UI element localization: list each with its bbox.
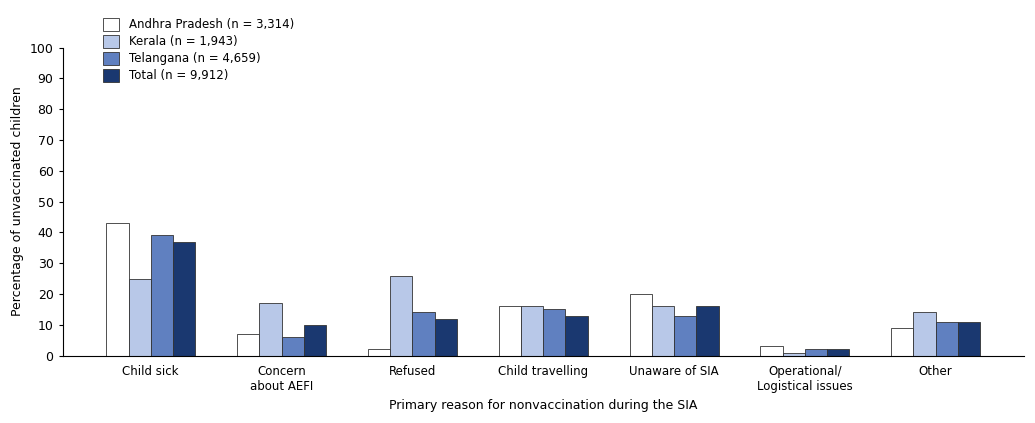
Bar — [304, 325, 326, 356]
Bar — [936, 322, 958, 356]
Bar — [827, 349, 850, 356]
Bar — [435, 319, 456, 356]
Bar — [390, 275, 412, 356]
Bar — [367, 349, 390, 356]
Bar — [782, 352, 805, 356]
Bar — [173, 242, 196, 356]
Bar — [761, 346, 782, 356]
Bar — [521, 306, 543, 356]
Bar — [412, 313, 435, 356]
Bar — [499, 306, 521, 356]
Bar — [958, 322, 980, 356]
Bar — [565, 316, 588, 356]
Bar — [260, 303, 282, 356]
Bar — [652, 306, 674, 356]
Bar — [237, 334, 260, 356]
Bar — [914, 313, 936, 356]
Y-axis label: Percentage of unvaccinated children: Percentage of unvaccinated children — [11, 87, 24, 316]
Bar — [891, 328, 914, 356]
X-axis label: Primary reason for nonvaccination during the SIA: Primary reason for nonvaccination during… — [389, 399, 698, 412]
Legend: Andhra Pradesh (n = 3,314), Kerala (n = 1,943), Telangana (n = 4,659), Total (n : Andhra Pradesh (n = 3,314), Kerala (n = … — [99, 14, 297, 85]
Bar — [629, 294, 652, 356]
Bar — [128, 279, 151, 356]
Bar — [151, 236, 173, 356]
Bar — [697, 306, 718, 356]
Bar — [107, 223, 128, 356]
Bar — [543, 309, 565, 356]
Bar — [805, 349, 827, 356]
Bar — [674, 316, 697, 356]
Bar — [282, 337, 304, 356]
